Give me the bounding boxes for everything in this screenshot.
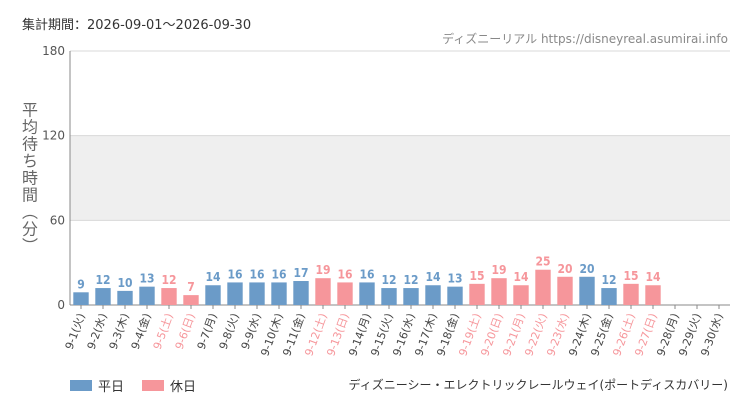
- data-label: 20: [579, 262, 594, 276]
- data-label: 16: [271, 267, 286, 281]
- data-label: 13: [447, 272, 462, 286]
- bar: [117, 290, 133, 305]
- site-credit-link[interactable]: ディズニーリアル https://disneyreal.asumirai.inf…: [442, 32, 728, 46]
- data-label: 16: [249, 267, 264, 281]
- bar: [315, 278, 331, 305]
- x-tick-label: 9-7(月): [195, 312, 220, 352]
- bar: [513, 285, 529, 305]
- y-tick-label: 0: [57, 298, 65, 312]
- bar: [425, 285, 441, 305]
- bar: [359, 282, 375, 305]
- x-tick-label: 9-1(火): [63, 312, 88, 352]
- bar: [293, 281, 309, 305]
- data-label: 14: [205, 270, 221, 284]
- bar: [447, 286, 463, 305]
- bar: [271, 282, 287, 305]
- x-tick-label: 9-2(水): [85, 312, 110, 352]
- legend-item-weekday: 平日: [70, 376, 124, 395]
- bar: [491, 278, 507, 305]
- data-label: 19: [315, 263, 330, 277]
- legend-item-holiday: 休日: [142, 376, 196, 395]
- bar: [205, 285, 221, 305]
- data-label: 12: [95, 273, 110, 287]
- data-label: 14: [513, 270, 529, 284]
- data-label: 16: [337, 267, 352, 281]
- data-label: 12: [601, 273, 616, 287]
- bar: [161, 288, 177, 305]
- data-label: 19: [491, 263, 506, 277]
- legend-swatch-weekday: [70, 380, 92, 391]
- bar: [557, 276, 573, 305]
- x-tick-label: 9-5(土): [151, 312, 176, 352]
- y-tick-label: 120: [42, 129, 65, 143]
- bar: [535, 269, 551, 305]
- y-tick-label: 180: [42, 44, 65, 58]
- x-tick-label: 9-8(火): [217, 312, 242, 352]
- data-label: 15: [623, 269, 638, 283]
- data-label: 12: [381, 273, 396, 287]
- data-label: 12: [161, 273, 176, 287]
- bar: [73, 292, 89, 305]
- bar: [469, 283, 485, 305]
- data-label: 9: [77, 277, 85, 291]
- bar: [403, 288, 419, 305]
- data-label: 14: [425, 270, 441, 284]
- bar: [139, 286, 155, 305]
- y-axis-label: 平均待ち時間（分）: [19, 101, 38, 255]
- y-band: [70, 135, 730, 221]
- x-tick-label: 9-4(金): [128, 311, 154, 351]
- x-tick-label: 9-6(日): [173, 312, 198, 352]
- bar: [337, 282, 353, 305]
- data-label: 17: [293, 266, 308, 280]
- bar: [227, 282, 243, 305]
- data-label: 16: [227, 267, 242, 281]
- bar: [381, 288, 397, 305]
- bar: [95, 288, 111, 305]
- data-label: 7: [187, 280, 195, 294]
- legend-label-holiday: 休日: [170, 380, 197, 395]
- data-label: 16: [359, 267, 374, 281]
- data-label: 25: [535, 255, 550, 269]
- x-tick-label: 9-3(木): [107, 312, 132, 352]
- legend: 平日 休日: [70, 376, 214, 395]
- x-tick-label: 9-9(水): [239, 312, 264, 352]
- bar: [183, 295, 199, 305]
- bar: [601, 288, 617, 305]
- data-label: 14: [645, 270, 661, 284]
- legend-label-weekday: 平日: [98, 380, 125, 395]
- attraction-name: ディズニーシー・エレクトリックレールウェイ(ポートディスカバリー): [348, 378, 728, 392]
- data-label: 13: [139, 272, 154, 286]
- data-label: 20: [557, 262, 572, 276]
- data-label: 12: [403, 273, 418, 287]
- data-label: 15: [469, 269, 484, 283]
- bar: [645, 285, 661, 305]
- bar: [579, 276, 595, 305]
- period-label: 集計期間：2026-09-01〜2026-09-30: [22, 18, 252, 33]
- bar: [623, 283, 639, 305]
- bar: [249, 282, 265, 305]
- legend-swatch-holiday: [142, 380, 165, 391]
- y-tick-label: 60: [50, 213, 65, 227]
- data-label: 10: [117, 276, 132, 290]
